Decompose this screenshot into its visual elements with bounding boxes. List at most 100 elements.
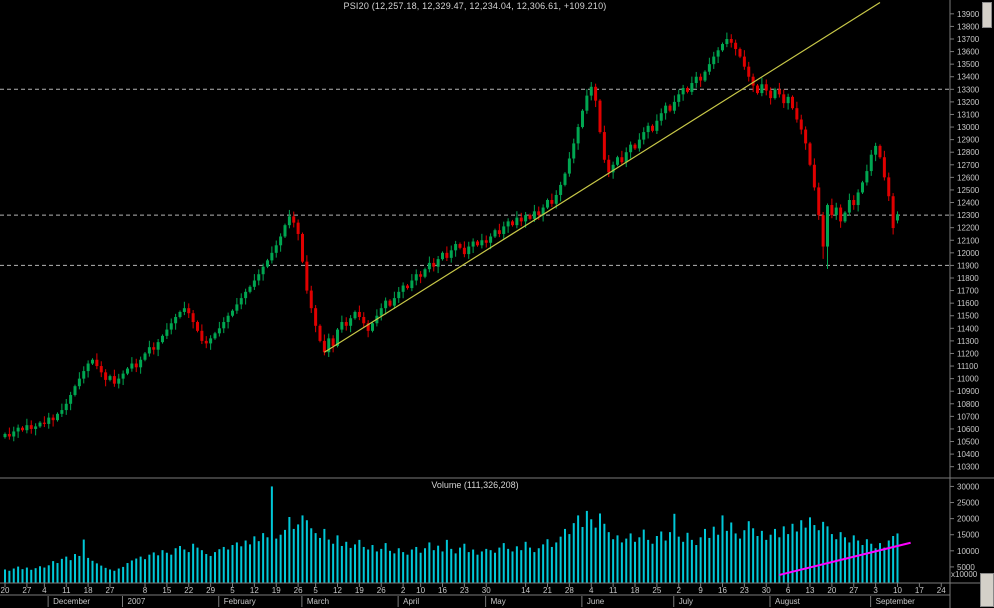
svg-text:15: 15: [162, 586, 171, 595]
svg-text:5000: 5000: [957, 563, 975, 572]
svg-text:12700: 12700: [957, 161, 980, 170]
svg-text:13400: 13400: [957, 73, 980, 82]
svg-text:29: 29: [206, 586, 215, 595]
volume-pane[interactable]: [0, 478, 950, 583]
svg-text:5: 5: [230, 586, 235, 595]
svg-text:17: 17: [915, 586, 924, 595]
svg-text:30: 30: [482, 586, 491, 595]
svg-text:11: 11: [609, 586, 618, 595]
svg-text:12400: 12400: [957, 199, 980, 208]
svg-text:22: 22: [184, 586, 193, 595]
svg-text:10000: 10000: [957, 547, 980, 556]
volume-pane-title: Volume (111,326,208): [431, 480, 519, 490]
svg-text:11100: 11100: [957, 362, 979, 371]
svg-text:26: 26: [377, 586, 386, 595]
svg-text:13600: 13600: [957, 48, 980, 57]
svg-text:12300: 12300: [957, 211, 980, 220]
svg-text:18: 18: [631, 586, 640, 595]
svg-text:12100: 12100: [957, 236, 980, 245]
svg-text:13300: 13300: [957, 85, 980, 94]
svg-text:27: 27: [106, 586, 115, 595]
svg-text:10300: 10300: [957, 463, 980, 472]
svg-text:July: July: [679, 597, 693, 606]
svg-text:12200: 12200: [957, 224, 980, 233]
price-axis[interactable]: [950, 0, 994, 478]
svg-text:12900: 12900: [957, 136, 980, 145]
svg-text:13100: 13100: [957, 110, 980, 119]
svg-text:26: 26: [294, 586, 303, 595]
svg-text:30: 30: [762, 586, 771, 595]
svg-text:2007: 2007: [128, 597, 146, 606]
svg-text:20: 20: [827, 586, 836, 595]
svg-text:11800: 11800: [957, 274, 979, 283]
svg-text:20: 20: [1, 586, 10, 595]
svg-text:2: 2: [401, 586, 406, 595]
svg-text:30000: 30000: [957, 482, 980, 491]
svg-text:12500: 12500: [957, 186, 980, 195]
svg-text:13: 13: [806, 586, 815, 595]
scrollbar-top-button[interactable]: [982, 2, 992, 28]
svg-text:11900: 11900: [957, 261, 979, 270]
svg-text:5: 5: [313, 586, 318, 595]
svg-text:10: 10: [416, 586, 425, 595]
svg-text:10: 10: [893, 586, 902, 595]
svg-text:April: April: [403, 597, 419, 606]
svg-text:13900: 13900: [957, 10, 980, 19]
svg-text:16: 16: [438, 586, 447, 595]
volume-axis[interactable]: [950, 478, 994, 583]
svg-text:February: February: [224, 597, 256, 606]
svg-text:4: 4: [589, 586, 594, 595]
svg-text:19: 19: [272, 586, 281, 595]
svg-text:December: December: [53, 597, 90, 606]
svg-text:June: June: [587, 597, 605, 606]
svg-text:11500: 11500: [957, 312, 979, 321]
svg-text:11600: 11600: [957, 299, 979, 308]
svg-text:4: 4: [42, 586, 47, 595]
svg-text:March: March: [307, 597, 329, 606]
svg-text:13200: 13200: [957, 98, 980, 107]
svg-text:11700: 11700: [957, 287, 979, 296]
svg-text:9: 9: [698, 586, 703, 595]
svg-text:13700: 13700: [957, 35, 980, 44]
svg-text:12800: 12800: [957, 148, 980, 157]
svg-text:10500: 10500: [957, 438, 980, 447]
window-resize-corner[interactable]: [980, 573, 994, 607]
volume-scale-label: x10000: [951, 570, 978, 579]
svg-text:13800: 13800: [957, 22, 980, 31]
svg-text:8: 8: [143, 586, 148, 595]
svg-text:28: 28: [565, 586, 574, 595]
svg-text:20000: 20000: [957, 515, 980, 524]
svg-text:23: 23: [460, 586, 469, 595]
svg-text:11: 11: [62, 586, 71, 595]
svg-text:September: September: [876, 597, 915, 606]
svg-text:27: 27: [22, 586, 31, 595]
svg-text:18: 18: [84, 586, 93, 595]
svg-text:10800: 10800: [957, 400, 980, 409]
svg-text:2: 2: [677, 586, 682, 595]
svg-text:14: 14: [521, 586, 530, 595]
svg-text:13500: 13500: [957, 60, 980, 69]
svg-text:15000: 15000: [957, 531, 980, 540]
svg-text:10900: 10900: [957, 387, 980, 396]
svg-text:12600: 12600: [957, 173, 980, 182]
price-pane[interactable]: [0, 0, 950, 478]
svg-text:11000: 11000: [957, 375, 979, 384]
price-pane-title: PSI20 (12,257.18, 12,329.47, 12,234.04, …: [343, 1, 607, 11]
svg-text:10600: 10600: [957, 425, 980, 434]
svg-text:19: 19: [355, 586, 364, 595]
svg-text:11300: 11300: [957, 337, 979, 346]
svg-text:6: 6: [786, 586, 791, 595]
svg-text:May: May: [491, 597, 506, 606]
svg-text:21: 21: [543, 586, 552, 595]
svg-text:23: 23: [740, 586, 749, 595]
date-axis[interactable]: [0, 583, 950, 608]
svg-text:25: 25: [652, 586, 661, 595]
svg-text:10400: 10400: [957, 450, 980, 459]
svg-text:24: 24: [937, 586, 946, 595]
svg-text:11200: 11200: [957, 349, 979, 358]
svg-text:12: 12: [250, 586, 259, 595]
svg-text:11400: 11400: [957, 324, 979, 333]
svg-text:12: 12: [333, 586, 342, 595]
